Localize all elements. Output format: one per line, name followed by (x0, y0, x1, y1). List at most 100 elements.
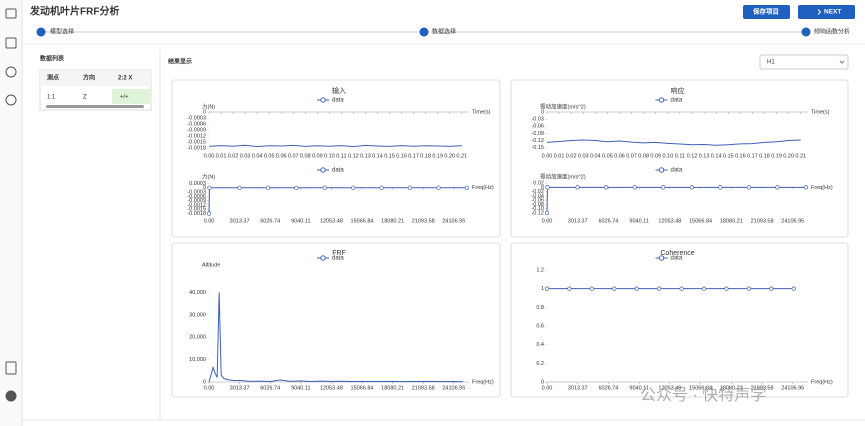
chart-title: FRF (332, 250, 346, 257)
step-label[interactable]: 模型选择 (50, 28, 74, 36)
x-tick-label: 18080.21 (381, 385, 404, 391)
x-tick-label: 0.18 (420, 153, 431, 159)
y-tick-label: 0 (541, 109, 544, 115)
x-tick-label: 0.20 (783, 153, 794, 159)
y-tick-label: -0.03 (531, 117, 544, 123)
nav-icon[interactable] (5, 66, 17, 78)
x-tick-label: 0.17 (747, 153, 758, 159)
x-tick-label: 0.06 (614, 153, 625, 159)
step-label[interactable]: 频响函数分析 (814, 28, 850, 36)
data-point (724, 286, 729, 291)
data-point (322, 185, 327, 190)
y-tick-label: -0.04 (531, 193, 544, 199)
y-tick-label: -0.0009 (187, 127, 206, 133)
data-point (612, 286, 617, 291)
legend-label: data (671, 256, 683, 262)
legend-label: data (332, 168, 344, 174)
x-tick-label: 15066.84 (351, 385, 374, 391)
y-tick-label: -0.0018 (187, 211, 206, 217)
x-tick-label: 9040.11 (629, 385, 648, 391)
x-tick-label: 0.11 (675, 153, 685, 159)
y-tick-label: -0.0015 (187, 207, 206, 213)
nav-icon[interactable] (5, 8, 17, 19)
x-axis-label: Time(s) (472, 109, 491, 115)
chart-panel (510, 79, 849, 238)
nav-icon[interactable] (5, 37, 17, 49)
x-tick-label: 21093.58 (751, 218, 774, 224)
scrollbar[interactable] (46, 105, 144, 108)
x-tick-label: 0.08 (638, 153, 649, 159)
y-axis-label: 振动加速度(m/s^2) (540, 172, 586, 180)
y-tick-label: 0 (541, 185, 544, 191)
y-tick-label: -0.06 (531, 124, 544, 130)
y-tick-label: -0.0003 (187, 115, 206, 121)
step-dot[interactable] (36, 27, 46, 37)
nav-icon[interactable] (5, 94, 17, 106)
x-tick-label: 12053.48 (658, 218, 681, 224)
y-tick-label: 0 (541, 379, 544, 385)
y-axis-label: Altitude (202, 262, 220, 268)
legend-label: data (332, 256, 344, 262)
x-tick-label: 0.00 (204, 153, 215, 159)
data-point (701, 286, 707, 291)
data-point (265, 185, 271, 190)
table-cell[interactable]: +/+ (120, 95, 129, 101)
save-button[interactable] (743, 5, 790, 19)
y-tick-label: -0.0003 (187, 189, 206, 195)
data-point (567, 286, 572, 291)
x-tick-label: 0.07 (626, 153, 637, 159)
step-label[interactable]: 数据选择 (432, 28, 456, 36)
x-tick-label: 9040.11 (629, 218, 648, 224)
step-dot[interactable] (419, 27, 429, 37)
x-tick-label: 0.10 (324, 153, 335, 159)
table-header (40, 70, 151, 86)
step-dot[interactable] (801, 27, 811, 37)
x-tick-label: 18080.21 (720, 385, 743, 391)
y-tick-label: 0.4 (536, 342, 544, 348)
data-point (544, 210, 550, 216)
y-tick-label: -0.02 (531, 189, 544, 195)
x-tick-label: 12053.48 (320, 385, 343, 391)
x-tick-label: 3013.37 (230, 385, 250, 391)
chart-panel (171, 79, 501, 238)
x-tick-label: 0.16 (735, 153, 746, 159)
nav-icon[interactable] (5, 361, 17, 375)
y-tick-label: 0.0003 (189, 181, 206, 187)
x-tick-label: 0.16 (396, 153, 407, 159)
x-tick-label: 6026.74 (260, 385, 280, 391)
selector[interactable] (759, 54, 849, 70)
legend-label: data (332, 98, 344, 104)
next-button-label[interactable]: NEXT (824, 9, 841, 16)
legend-swatch (320, 255, 326, 261)
sidebar (0, 0, 22, 426)
x-tick-label: 0.04 (590, 153, 601, 159)
x-tick-label: 0.07 (288, 153, 299, 159)
x-tick-label: 0.13 (699, 153, 710, 159)
y-tick-label: -0.0015 (187, 139, 206, 145)
table-cell-highlight[interactable] (112, 89, 150, 104)
y-axis-label: 力(N) (202, 172, 215, 180)
chart-panel (171, 242, 501, 398)
y-tick-label: -0.10 (531, 206, 544, 212)
nav-icon[interactable] (5, 390, 17, 402)
x-tick-label: 0.03 (578, 153, 589, 159)
data-list-title: 数据列表 (40, 55, 65, 63)
chart-title: 响应 (671, 86, 685, 95)
y-tick-label: 30,000 (189, 312, 206, 318)
x-tick-label: 24106.95 (442, 385, 465, 391)
data-point (603, 185, 609, 190)
save-button-label[interactable]: 保存项目 (752, 7, 779, 16)
next-button[interactable] (798, 5, 855, 19)
x-axis-label: Time(s) (811, 109, 830, 115)
data-point (718, 185, 723, 190)
legend-label: data (671, 168, 683, 174)
x-tick-label: 3013.37 (568, 385, 588, 391)
x-tick-label: 0.14 (372, 153, 383, 159)
x-tick-label: 21093.58 (412, 218, 435, 224)
y-tick-label: -0.09 (531, 131, 544, 137)
data-point (407, 185, 413, 190)
x-tick-label: 15066.84 (689, 385, 712, 391)
selector-value[interactable]: H1 (767, 60, 775, 66)
data-point (746, 185, 752, 190)
